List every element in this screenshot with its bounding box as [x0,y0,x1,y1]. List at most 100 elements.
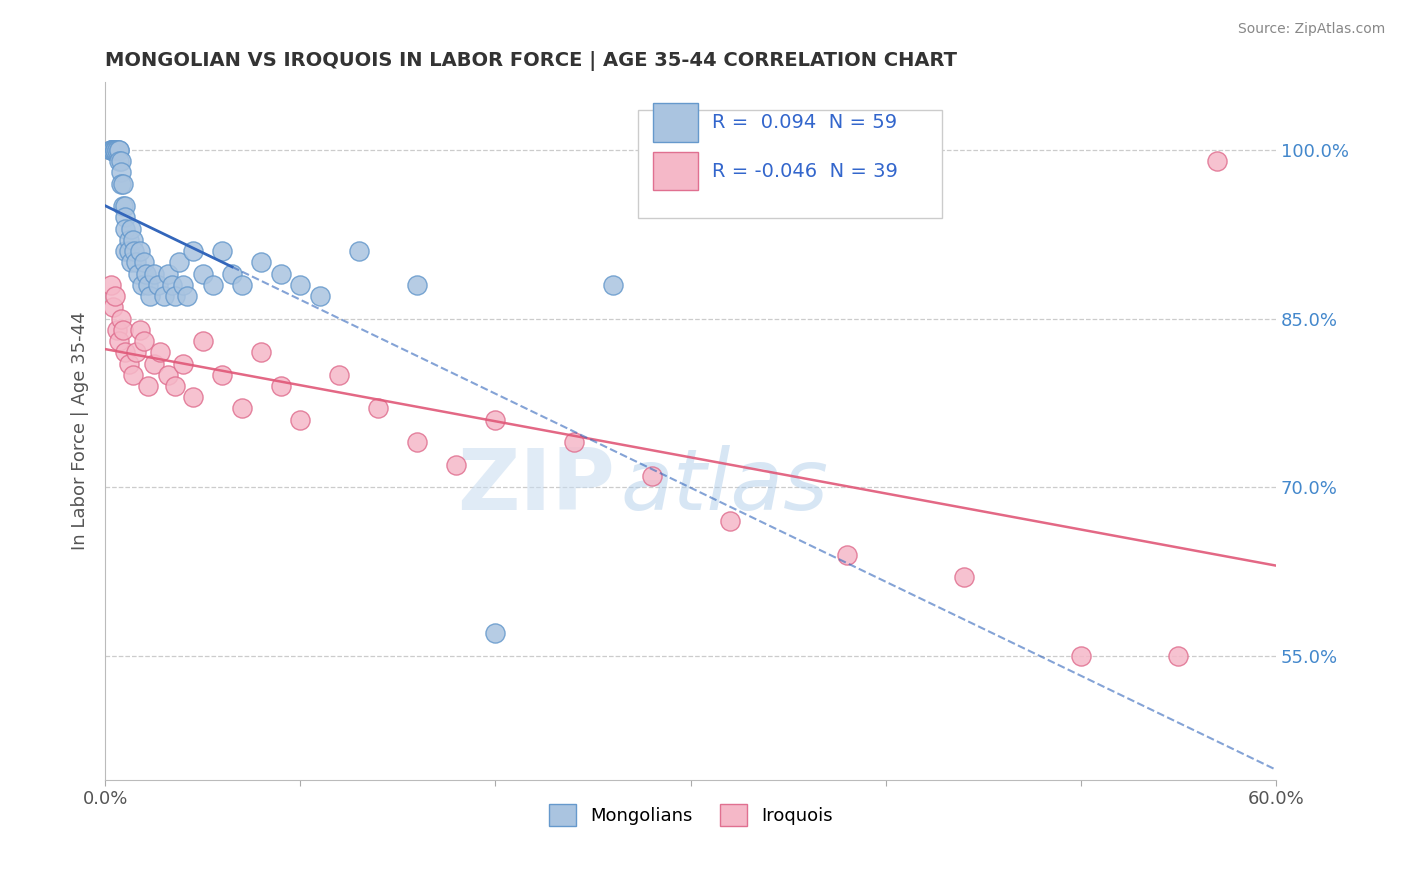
Point [1070,648,1092,663]
Point [156,368,179,382]
Point [231,277,253,292]
Point [105,323,128,337]
Point [270,267,292,281]
Point [1206,154,1229,169]
Point [152,289,174,303]
Point [110,177,132,191]
Point [139,289,162,303]
Point [114,211,136,225]
Point [104,143,127,157]
Point [101,300,124,314]
Point [165,289,187,303]
Point [104,143,127,157]
Point [640,469,662,483]
Point [100,277,122,292]
Point [136,277,159,292]
Text: R = -0.046  N = 39: R = -0.046 N = 39 [711,161,897,181]
Point [136,379,159,393]
Point [129,323,152,337]
Point [104,289,127,303]
Point [100,143,122,157]
Point [181,390,204,404]
Text: MONGOLIAN VS IROQUOIS IN LABOR FORCE | AGE 35-44 CORRELATION CHART: MONGOLIAN VS IROQUOIS IN LABOR FORCE | A… [105,51,957,70]
Point [718,514,741,528]
Point [250,255,273,269]
Point [169,255,191,269]
Point [484,413,506,427]
Point [156,267,179,281]
Text: atlas: atlas [620,445,828,528]
Point [134,334,156,348]
Point [114,199,136,213]
Point [201,277,224,292]
Point [181,244,204,258]
Point [835,548,858,562]
Point [121,233,143,247]
Point [114,345,136,359]
Point [1167,648,1189,663]
Point [406,435,429,450]
Point [100,143,122,157]
Point [125,255,148,269]
Point [117,244,139,258]
Point [165,379,187,393]
Point [120,221,142,235]
Point [110,311,132,326]
Point [127,267,149,281]
Point [211,368,233,382]
Point [143,357,166,371]
Point [114,244,136,258]
Point [108,154,131,169]
Point [446,458,468,472]
FancyBboxPatch shape [638,111,942,219]
Point [191,267,214,281]
Point [221,267,243,281]
Point [111,323,134,337]
Point [562,435,585,450]
Point [108,143,131,157]
Point [104,143,127,157]
Bar [654,152,697,190]
Point [406,277,429,292]
Point [160,277,183,292]
Point [250,345,273,359]
Text: Source: ZipAtlas.com: Source: ZipAtlas.com [1237,22,1385,37]
Point [108,334,131,348]
Point [124,244,146,258]
Text: R =  0.094  N = 59: R = 0.094 N = 59 [711,113,897,132]
Point [110,154,132,169]
Point [117,233,139,247]
Point [105,143,128,157]
Point [146,277,169,292]
Y-axis label: In Labor Force | Age 35-44: In Labor Force | Age 35-44 [72,311,89,550]
Point [114,221,136,235]
Point [105,143,128,157]
Text: ZIP: ZIP [457,445,614,528]
Point [111,199,134,213]
Point [101,143,124,157]
Legend: Mongolians, Iroquois: Mongolians, Iroquois [541,797,839,833]
Point [129,244,152,258]
Point [172,277,194,292]
Point [100,143,122,157]
Point [135,267,157,281]
Point [231,401,253,416]
Point [484,626,506,640]
Point [290,277,312,292]
Point [131,277,153,292]
Point [101,143,124,157]
Point [211,244,233,258]
Bar [654,103,697,142]
Point [367,401,389,416]
Point [110,165,132,179]
Point [328,368,350,382]
Point [121,368,143,382]
Point [602,277,624,292]
Point [191,334,214,348]
Point [347,244,370,258]
Point [149,345,172,359]
Point [117,357,139,371]
Point [134,255,156,269]
Point [111,177,134,191]
Point [308,289,330,303]
